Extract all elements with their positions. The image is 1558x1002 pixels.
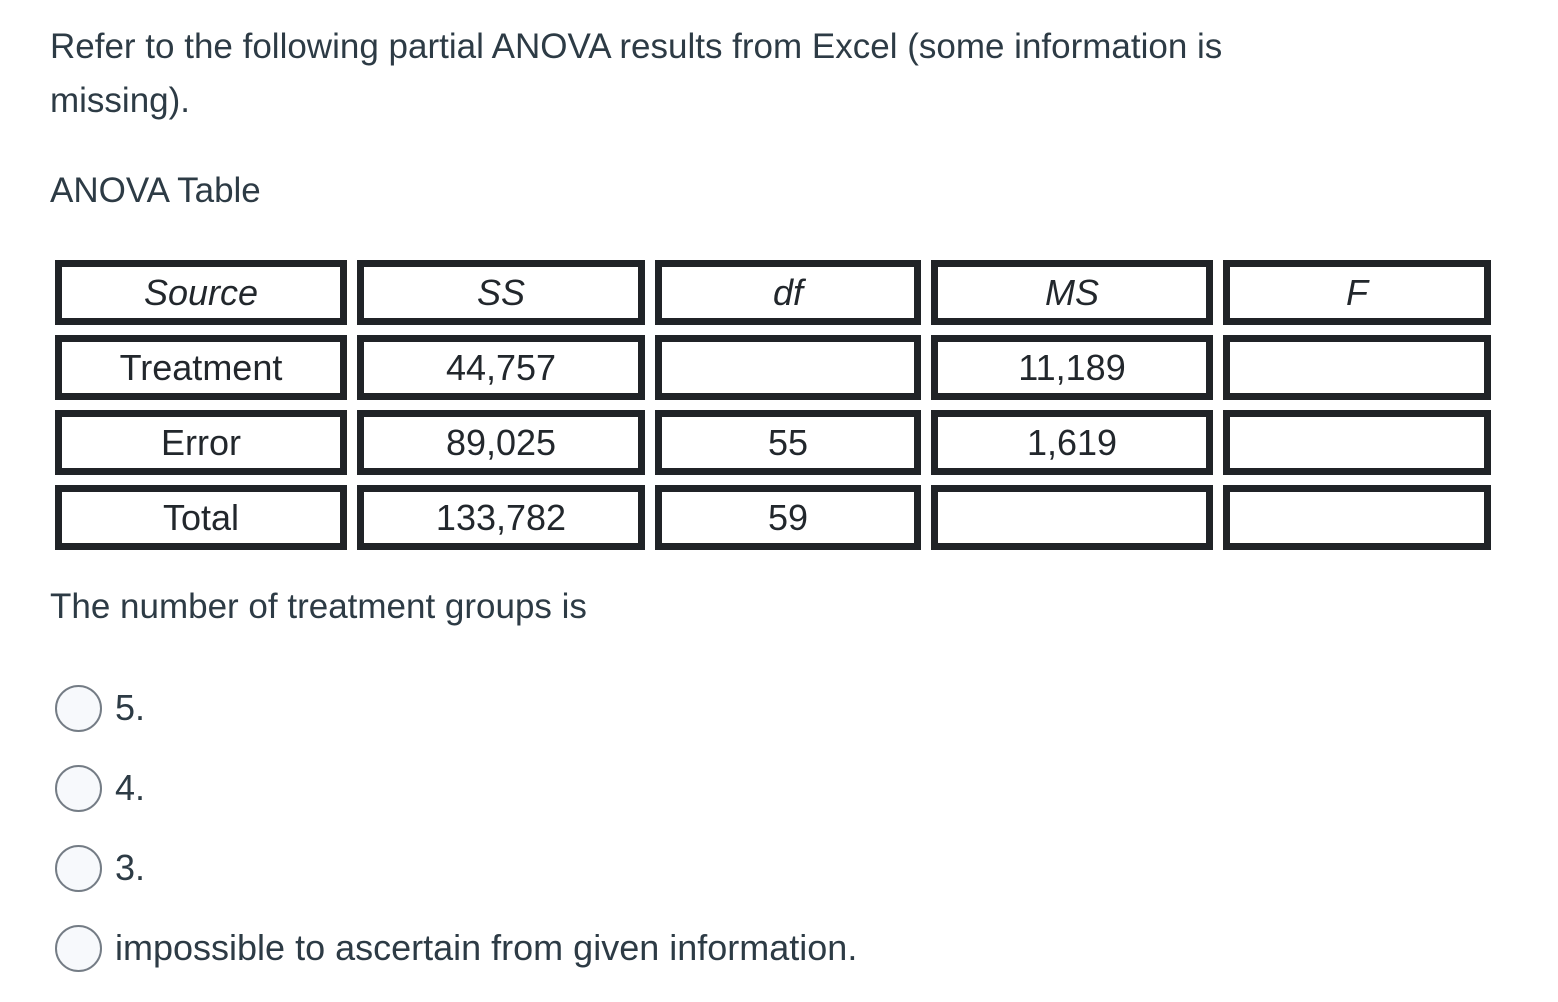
table-cell-total-df: 59	[655, 485, 921, 550]
table-cell-error-df: 55	[655, 410, 921, 475]
anova-table: Source SS df MS F Treatment 44,757 11,18…	[55, 260, 1491, 550]
answer-option-label: 3.	[115, 847, 146, 888]
radio-button[interactable]	[55, 844, 102, 892]
anova-table-title: ANOVA Table	[50, 171, 261, 210]
table-cell-error-f	[1223, 410, 1491, 475]
table-cell-total-source: Total	[55, 485, 347, 550]
question-intro: Refer to the following partial ANOVA res…	[50, 27, 1223, 120]
radio-button[interactable]	[55, 684, 102, 732]
table-cell-total-f	[1223, 485, 1491, 550]
radio-button[interactable]	[55, 924, 102, 972]
answer-option-4[interactable]: 4.	[55, 764, 1558, 812]
table-cell-treatment-ss: 44,757	[357, 335, 645, 400]
table-cell-total-ms	[931, 485, 1213, 550]
table-header-df: df	[655, 260, 921, 325]
answer-option-5[interactable]: 5.	[55, 684, 1558, 732]
table-cell-error-ms: 1,619	[931, 410, 1213, 475]
table-cell-treatment-ms: 11,189	[931, 335, 1213, 400]
answer-option-label: impossible to ascertain from given infor…	[115, 927, 858, 968]
table-header-f: F	[1223, 260, 1491, 325]
table-header-ss: SS	[357, 260, 645, 325]
table-header-ms: MS	[931, 260, 1213, 325]
answer-option-impossible[interactable]: impossible to ascertain from given infor…	[55, 924, 1558, 972]
answer-option-label: 4.	[115, 767, 146, 808]
radio-button[interactable]	[55, 764, 102, 812]
table-cell-error-source: Error	[55, 410, 347, 475]
table-cell-total-ss: 133,782	[357, 485, 645, 550]
answer-option-label: 5.	[115, 687, 146, 728]
question-prompt: The number of treatment groups is	[50, 587, 587, 626]
table-header-source: Source	[55, 260, 347, 325]
table-cell-treatment-source: Treatment	[55, 335, 347, 400]
table-cell-error-ss: 89,025	[357, 410, 645, 475]
table-cell-treatment-df	[655, 335, 921, 400]
answer-option-3[interactable]: 3.	[55, 844, 1558, 892]
answer-options: 5. 4. 3. impossible to ascertain from gi…	[55, 684, 1558, 972]
table-cell-treatment-f	[1223, 335, 1491, 400]
